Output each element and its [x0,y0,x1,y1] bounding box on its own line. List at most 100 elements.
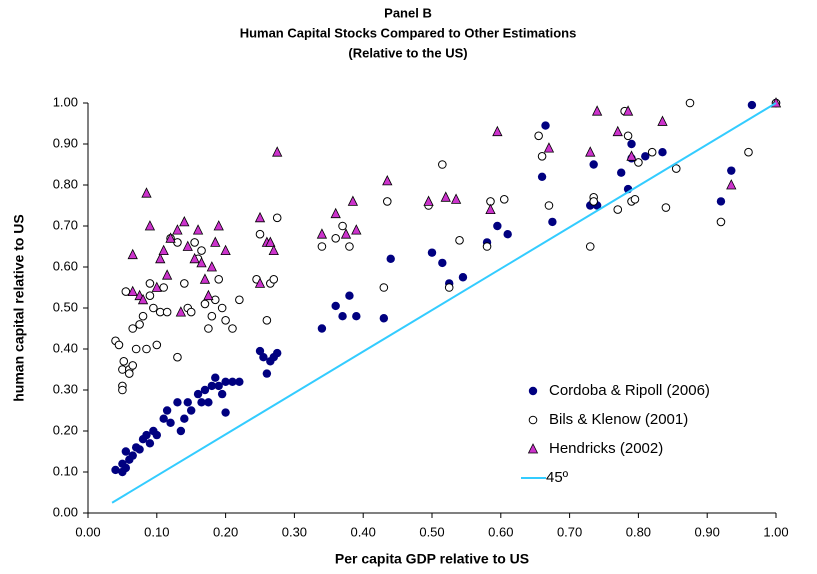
open-point [145,291,155,301]
x-axis-label: Per capita GDP relative to US [335,551,529,567]
open-point [623,131,633,141]
open-point [338,221,347,231]
open-point [255,229,265,239]
triangle-point [158,244,169,256]
filled-point [273,348,282,358]
open-point [528,415,538,425]
open-point [217,303,227,313]
filled-point [528,386,538,396]
open-point [544,201,554,210]
open-point [135,320,144,329]
triangle-point [330,207,341,219]
y-tick-label: 1.00 [53,94,78,109]
filled-point [121,447,131,456]
y-tick-label: 0.00 [53,504,78,519]
open-point [145,279,155,288]
x-tick-label: 0.40 [351,524,376,539]
triangle-point [199,273,211,284]
filled-point [338,312,347,321]
open-point [671,164,681,173]
y-tick-label: 0.50 [53,299,78,314]
filled-point [541,121,550,130]
filled-point [111,465,120,475]
triangle-point [144,220,156,231]
triangle-point [726,179,737,190]
open-point [482,242,492,251]
y-tick-label: 0.60 [53,258,78,273]
filled-point [379,314,389,323]
open-point [197,246,206,255]
open-point [382,197,392,206]
filled-point [128,451,137,460]
open-point [534,131,543,141]
triangle-point [347,195,359,206]
triangle-point [265,236,276,247]
filled-point [255,346,265,356]
open-point [499,195,509,204]
x-tick-label: 0.20 [213,524,238,539]
filled-point [386,254,395,263]
filled-point [427,248,437,257]
filled-point [727,166,736,175]
y-tick-label: 0.70 [53,217,78,232]
open-point [331,234,340,243]
triangle-point [612,125,623,137]
filled-point [747,100,757,110]
triangle-point [196,257,207,268]
legend-label: Cordoba & Ripoll (2006) [549,382,710,399]
filled-point [207,381,217,391]
triangle-point [492,125,503,137]
open-point [159,283,168,292]
filled-point [589,160,598,169]
filled-point [503,230,512,239]
open-point [128,324,138,333]
triangle-point [626,150,637,161]
open-point [444,283,454,292]
triangle-point [127,285,138,297]
filled-point [537,172,547,181]
filled-point [235,377,244,386]
triangle-point [340,228,352,239]
open-point [173,352,182,362]
open-point [455,236,464,245]
triangle-point [585,146,596,157]
triangle-point [213,220,224,231]
filled-point [221,408,230,417]
y-axis-label: human capital relative to US [11,214,27,402]
filled-point [204,398,213,407]
open-point [716,217,726,227]
filled-point [159,414,168,423]
legend-label: 45º [546,469,569,486]
open-point [438,160,447,169]
filled-point [493,221,502,231]
open-point [138,311,148,321]
open-point [124,369,134,378]
open-point [744,147,753,157]
triangle-point [161,269,173,280]
x-tick-label: 0.80 [626,524,651,539]
open-point [149,303,158,313]
triangle-point [165,232,176,243]
triangle-point [657,115,668,126]
legend-label: Bils & Klenow (2001) [549,411,688,428]
filled-point [173,398,182,407]
triangle-point [182,240,193,251]
open-point [317,242,327,251]
open-point [114,340,124,350]
chart-title: Human Capital Stocks Compared to Other E… [240,25,577,40]
open-point [121,287,131,296]
filled-point [135,445,144,454]
triangle-point [254,211,266,223]
triangle-point [527,443,539,454]
open-point [228,324,237,333]
filled-point [438,258,447,268]
triangle-point [179,216,190,227]
open-point [118,385,127,395]
open-point [661,203,671,212]
triangle-point [382,175,393,186]
open-point [379,283,389,292]
triangle-point [316,228,328,239]
triangle-point [543,142,555,153]
filled-point [716,197,726,206]
line-45 [111,102,777,504]
